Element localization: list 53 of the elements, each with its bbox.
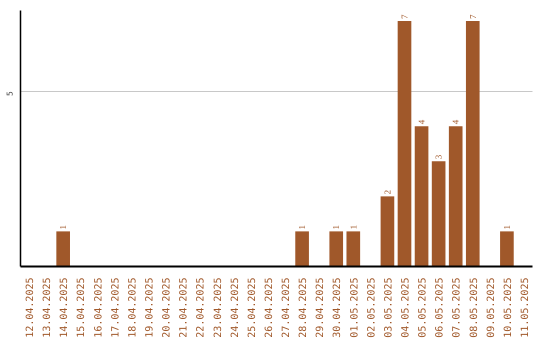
- data-label: 7: [468, 14, 478, 20]
- bar: [398, 21, 412, 266]
- bar: [295, 231, 309, 266]
- bar: [56, 231, 70, 266]
- x-tick-label: 02.05.2025: [366, 277, 378, 338]
- bar: [448, 126, 463, 266]
- x-tick-label: 12.04.2025: [25, 277, 36, 338]
- data-label: 1: [331, 224, 342, 230]
- x-tick-label: 15.04.2025: [76, 277, 88, 338]
- data-label: 1: [58, 224, 68, 230]
- x-tick-label: 07.05.2025: [452, 277, 463, 338]
- data-label: 4: [450, 119, 461, 124]
- data-label: 1: [297, 224, 308, 230]
- x-tick-label: 26.04.2025: [264, 277, 275, 338]
- bar: [414, 126, 428, 266]
- x-tick-label: 01.05.2025: [349, 277, 360, 338]
- data-label: 7: [400, 14, 410, 20]
- x-tick-label: 29.04.2025: [315, 277, 326, 338]
- x-tick-label: 19.04.2025: [144, 277, 156, 338]
- bar: [380, 196, 394, 266]
- x-tick-label: 21.04.2025: [178, 277, 190, 338]
- x-tick-label: 03.05.2025: [383, 277, 394, 338]
- x-tick-label: 27.04.2025: [281, 277, 292, 338]
- data-label: 2: [382, 190, 392, 194]
- data-label: 4: [416, 119, 427, 124]
- x-tick-label: 08.05.2025: [468, 277, 480, 338]
- x-tick-label: 06.05.2025: [434, 277, 446, 338]
- x-tick-label: 10.05.2025: [502, 277, 514, 338]
- x-tick-label: 17.04.2025: [110, 277, 122, 338]
- x-tick-label: 11.05.2025: [520, 277, 531, 338]
- bar: [466, 21, 480, 266]
- x-tick-label: 14.04.2025: [59, 277, 70, 338]
- y-tick-label: 5: [6, 90, 14, 96]
- x-tick-label: 22.04.2025: [196, 277, 207, 338]
- x-tick-label: 25.04.2025: [246, 277, 258, 338]
- bar: [500, 231, 514, 266]
- x-tick-label: 05.05.2025: [418, 277, 429, 338]
- x-tick-label: 23.04.2025: [212, 277, 224, 338]
- x-tick-label: 18.04.2025: [127, 277, 138, 338]
- x-tick-label: 09.05.2025: [486, 277, 497, 338]
- data-label: 3: [434, 154, 444, 160]
- bar: [432, 161, 446, 266]
- x-tick-label: 13.04.2025: [42, 277, 54, 338]
- x-tick-label: 30.04.2025: [332, 277, 344, 338]
- x-tick-label: 16.04.2025: [93, 277, 104, 338]
- data-label: 1: [502, 224, 512, 230]
- bar: [329, 231, 344, 266]
- x-tick-label: 28.04.2025: [298, 277, 310, 338]
- x-tick-label: 20.04.2025: [162, 277, 173, 338]
- x-tick-label: 04.05.2025: [400, 277, 412, 338]
- bar: [346, 231, 360, 266]
- x-tick-label: 24.04.2025: [230, 277, 241, 338]
- data-label: 1: [348, 224, 358, 230]
